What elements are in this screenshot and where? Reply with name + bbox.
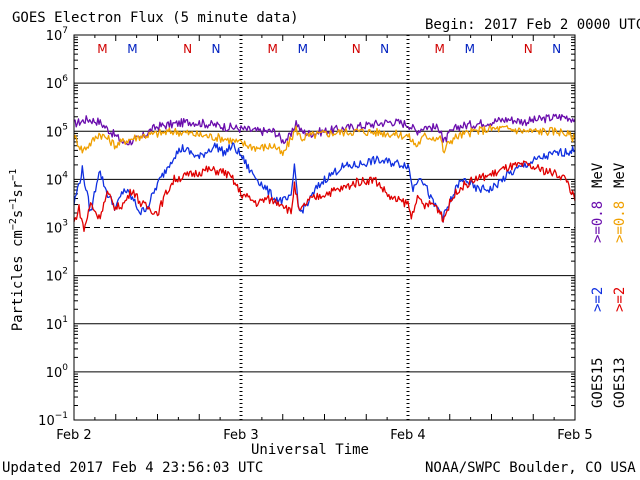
- x-tick-label: Feb 4: [390, 428, 425, 443]
- legend-goes15: GOES15: [590, 357, 606, 408]
- y-tick-label: 100: [46, 363, 69, 381]
- event-marker: N: [524, 42, 533, 56]
- event-marker: N: [552, 42, 561, 56]
- event-marker: M: [97, 42, 107, 56]
- updated-time: Updated 2017 Feb 4 23:56:03 UTC: [2, 460, 263, 476]
- series-line: [73, 160, 576, 233]
- event-marker: M: [127, 42, 137, 56]
- x-tick-label: Feb 2: [56, 428, 91, 443]
- x-tick-label: Feb 3: [223, 428, 258, 443]
- series-line: [73, 142, 576, 223]
- event-marker: M: [268, 42, 278, 56]
- y-tick-label: 101: [46, 315, 68, 333]
- chart-title: GOES Electron Flux (5 minute data): [12, 10, 299, 26]
- event-marker: M: [435, 42, 445, 56]
- legend-unit-2: MeV: [612, 162, 628, 188]
- y-tick-label: 105: [46, 122, 68, 140]
- y-tick-labels: 107 106 105 104 103 102 101 100 10−1: [38, 26, 68, 429]
- begin-time: Begin: 2017 Feb 2 0000 UTC: [425, 17, 640, 33]
- event-marker: N: [211, 42, 220, 56]
- event-marker: N: [380, 42, 389, 56]
- event-marker: M: [298, 42, 308, 56]
- legend-goes15-low: >=2: [590, 287, 606, 312]
- credit: NOAA/SWPC Boulder, CO USA: [425, 460, 636, 476]
- event-marker: N: [352, 42, 361, 56]
- legend-goes13: GOES13: [612, 357, 628, 408]
- x-tick-label: Feb 5: [557, 428, 592, 443]
- day-separator-ticks: [239, 35, 410, 420]
- grid-lines: [74, 35, 575, 420]
- legend: GOES15 GOES13 >=2 >=2 >=0.8 >=0.8 MeV MeV: [590, 162, 628, 408]
- event-marker: M: [465, 42, 475, 56]
- data-series: [73, 113, 576, 233]
- legend-goes15-high: >=0.8: [590, 201, 606, 243]
- y-tick-label: 106: [46, 74, 69, 92]
- y-axis-label: Particles cm−2s−1sr−1: [8, 169, 26, 332]
- y-tick-label: 10−1: [38, 411, 68, 429]
- x-axis-label: Universal Time: [251, 442, 369, 458]
- y-tick-label: 103: [46, 219, 68, 237]
- y-tick-label: 107: [46, 26, 68, 44]
- series-line: [73, 124, 576, 157]
- series-line: [73, 113, 576, 146]
- plot-frame: [73, 34, 576, 421]
- legend-goes13-high: >=0.8: [612, 201, 628, 243]
- y-tick-label: 104: [46, 170, 69, 188]
- x-tick-labels: Feb 2 Feb 3 Feb 4 Feb 5: [56, 428, 592, 443]
- legend-unit-1: MeV: [590, 162, 606, 188]
- legend-goes13-low: >=2: [612, 287, 628, 312]
- y-tick-label: 102: [46, 267, 68, 285]
- event-marker: N: [183, 42, 192, 56]
